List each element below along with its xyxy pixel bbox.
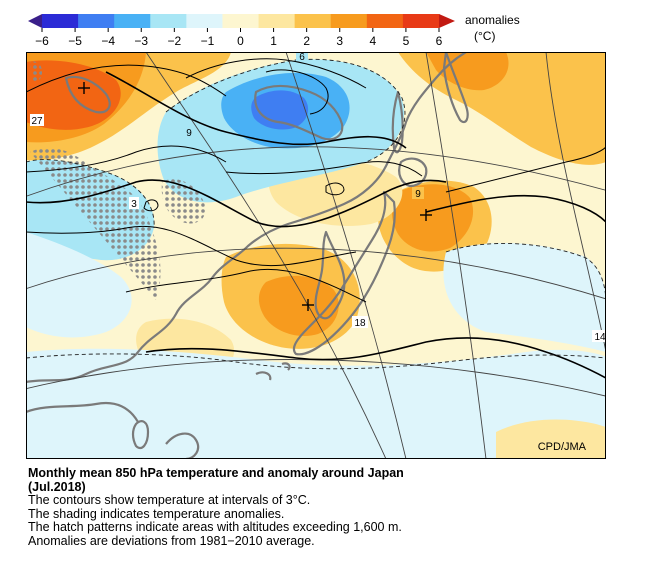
graticule [26,52,606,459]
anomaly-map: 6 9 9 3 27 18 [26,52,606,459]
coast-philippines [165,432,200,459]
colorbar-unit: (°C) [474,29,495,43]
coast-sakhalin [391,90,404,154]
colorbar-tick-label: 1 [270,34,277,48]
coast-korea [314,230,346,320]
warm-anomaly-japan-strong [258,275,339,336]
colorbar-right-arrow [439,14,455,28]
high-altitude-hatch-north [30,61,42,82]
plus-marker-northwest [78,82,90,94]
colorbar-swatch [186,14,223,28]
colorbar-label: anomalies [465,13,520,27]
svg-text:18: 18 [354,318,366,329]
colorbar-swatch [78,14,115,28]
cool-anomaly-south [26,348,606,459]
cool-anomaly-north-core [251,90,309,130]
anomaly-zero-lines [26,58,606,370]
coast-asia-mainland [26,52,467,384]
center-markers [78,82,432,311]
figure-caption: Monthly mean 850 hPa temperature and ano… [28,466,628,548]
warm-anomaly-east-strong [392,184,474,252]
coast-kamchatka [442,52,469,124]
plus-marker-east [420,209,432,221]
colorbar-swatch [222,14,260,28]
caption-line: The contours show temperature at interva… [28,493,311,507]
coast-baikal [64,75,111,114]
colorbar-tick-label: 6 [436,34,443,48]
colorbar-tick-label: −2 [167,34,181,48]
colorbar-tick-label: −3 [134,34,148,48]
colorbar-tick-label: 3 [336,34,343,48]
contour-label: 14 [592,330,606,343]
colorbar-tick-label: −6 [35,34,49,48]
contour-label: 18 [352,316,368,329]
svg-text:9: 9 [415,189,421,200]
svg-text:27: 27 [31,116,43,127]
contour-label: 9 [412,187,424,200]
caption-line: Anomalies are deviations from 1981−2010 … [28,533,315,548]
contour-label: 3 [129,197,139,210]
svg-text:9: 9 [186,128,192,139]
warm-anomaly-northeast-strong [426,52,509,91]
caption-period: (Jul.2018) [28,480,86,494]
caption-line: The hatch patterns indicate areas with a… [28,520,402,534]
coast-china-south [26,401,139,423]
coast-japan [292,190,396,356]
colorbar-tick-label: 2 [303,34,310,48]
anomaly-colorbar: −6 −5 −4 −3 −2 −1 0 1 2 3 4 5 6 anomalies (°C) [28,13,520,48]
svg-text:3: 3 [131,199,137,210]
svg-text:6: 6 [299,52,305,63]
contour-labels: 6 9 9 3 27 18 [30,52,606,343]
map-credit: CPD/JMA [538,441,587,453]
coast-taiwan [131,420,150,450]
colorbar-swatch [114,14,151,28]
colorbar-tick-label: −5 [68,34,82,48]
warm-anomaly-southeast [496,419,606,459]
map-frame [26,52,606,459]
colorbar-tick-label: 4 [369,34,376,48]
colorbar-swatch [330,14,368,28]
colorbar-tick-label: 0 [237,34,244,48]
contour-label: 9 [183,126,195,139]
colorbar-tick-label: −4 [101,34,115,48]
colorbar-swatch [42,14,79,28]
colorbar-swatch [366,14,404,28]
coast-ryukyu [255,362,291,381]
svg-text:14: 14 [594,332,606,343]
caption-line: The shading indicates temperature anomal… [28,506,285,521]
colorbar-swatch [294,14,332,28]
temperature-contours [26,58,606,379]
plus-marker-japan [302,299,314,311]
colorbar-tick-label: 5 [403,34,410,48]
colorbar-swatch [150,14,187,28]
cool-anomaly-west-light [26,232,132,338]
colorbar-tick-label: −1 [201,34,215,48]
colorbar-swatch [258,14,296,28]
cool-anomaly-south-light [443,242,606,352]
colorbar-swatch [402,14,440,28]
caption-title: Monthly mean 850 hPa temperature and ano… [28,466,404,480]
coast-okhotsk [254,84,344,141]
contour-label: 27 [30,114,44,127]
colorbar-left-arrow [28,14,42,28]
contour-label: 6 [296,52,308,63]
